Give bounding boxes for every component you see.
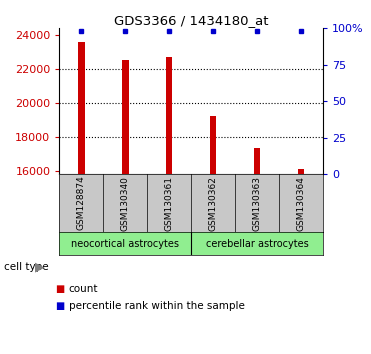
Bar bbox=[210, 116, 216, 174]
Bar bbox=[298, 169, 304, 174]
Text: percentile rank within the sample: percentile rank within the sample bbox=[69, 301, 244, 311]
Text: GSM130364: GSM130364 bbox=[296, 176, 305, 230]
Text: GSM130363: GSM130363 bbox=[252, 176, 262, 230]
Text: cerebellar astrocytes: cerebellar astrocytes bbox=[206, 239, 308, 249]
Text: ■: ■ bbox=[55, 301, 64, 311]
Text: neocortical astrocytes: neocortical astrocytes bbox=[71, 239, 179, 249]
Bar bbox=[166, 57, 173, 174]
Text: GSM130361: GSM130361 bbox=[165, 176, 174, 230]
Text: ■: ■ bbox=[55, 284, 64, 293]
Text: GSM130340: GSM130340 bbox=[121, 176, 130, 230]
Text: cell type: cell type bbox=[4, 262, 48, 272]
Bar bbox=[122, 61, 128, 174]
Title: GDS3366 / 1434180_at: GDS3366 / 1434180_at bbox=[114, 14, 268, 27]
Text: count: count bbox=[69, 284, 98, 293]
Bar bbox=[254, 148, 260, 174]
Text: GSM128874: GSM128874 bbox=[77, 176, 86, 230]
Text: ▶: ▶ bbox=[35, 261, 45, 274]
Text: GSM130362: GSM130362 bbox=[209, 176, 217, 230]
Bar bbox=[78, 42, 85, 174]
